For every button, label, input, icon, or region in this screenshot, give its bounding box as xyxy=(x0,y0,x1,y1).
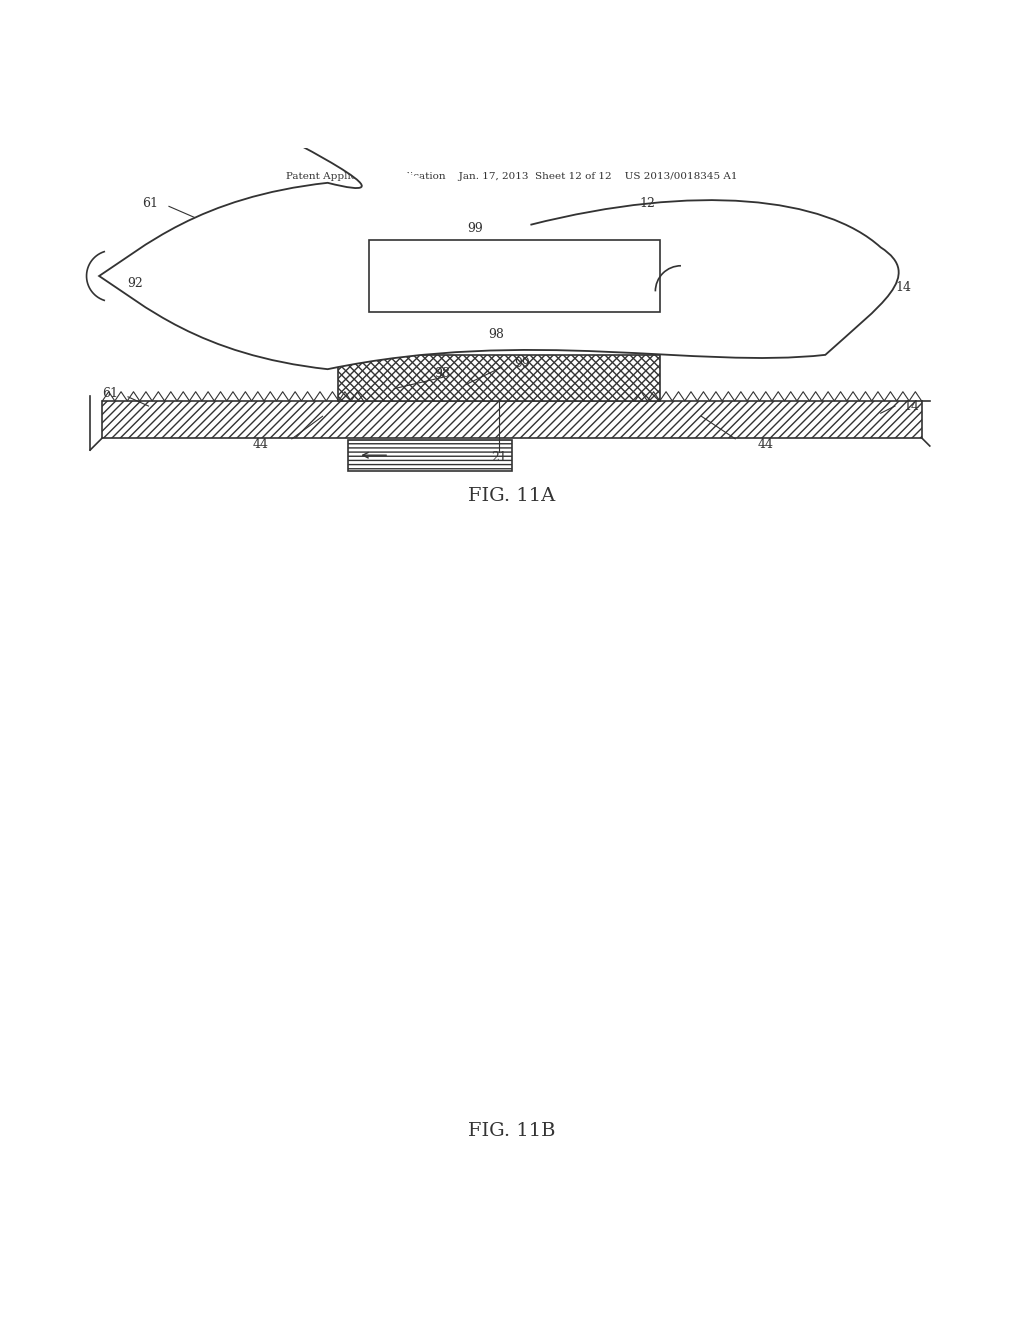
Text: 21: 21 xyxy=(490,450,507,463)
FancyBboxPatch shape xyxy=(338,355,660,401)
Text: 44: 44 xyxy=(758,438,774,451)
Text: 99: 99 xyxy=(514,356,530,370)
PathPatch shape xyxy=(0,182,899,1320)
Text: FIG. 11B: FIG. 11B xyxy=(468,1122,556,1140)
Text: 44: 44 xyxy=(253,438,269,451)
Text: 14: 14 xyxy=(895,281,911,294)
Text: FIG. 11A: FIG. 11A xyxy=(468,487,556,506)
Text: 14: 14 xyxy=(903,400,920,413)
FancyBboxPatch shape xyxy=(369,240,660,312)
Text: 92: 92 xyxy=(127,277,143,289)
Text: 98: 98 xyxy=(488,327,505,341)
Text: 61: 61 xyxy=(142,197,159,210)
Text: Patent Application Publication    Jan. 17, 2013  Sheet 12 of 12    US 2013/00183: Patent Application Publication Jan. 17, … xyxy=(287,172,737,181)
FancyBboxPatch shape xyxy=(348,440,512,470)
Text: 12: 12 xyxy=(639,197,655,210)
FancyBboxPatch shape xyxy=(102,401,922,438)
Text: 61: 61 xyxy=(102,387,119,400)
Text: 99: 99 xyxy=(467,222,483,235)
Text: 98: 98 xyxy=(434,367,451,380)
